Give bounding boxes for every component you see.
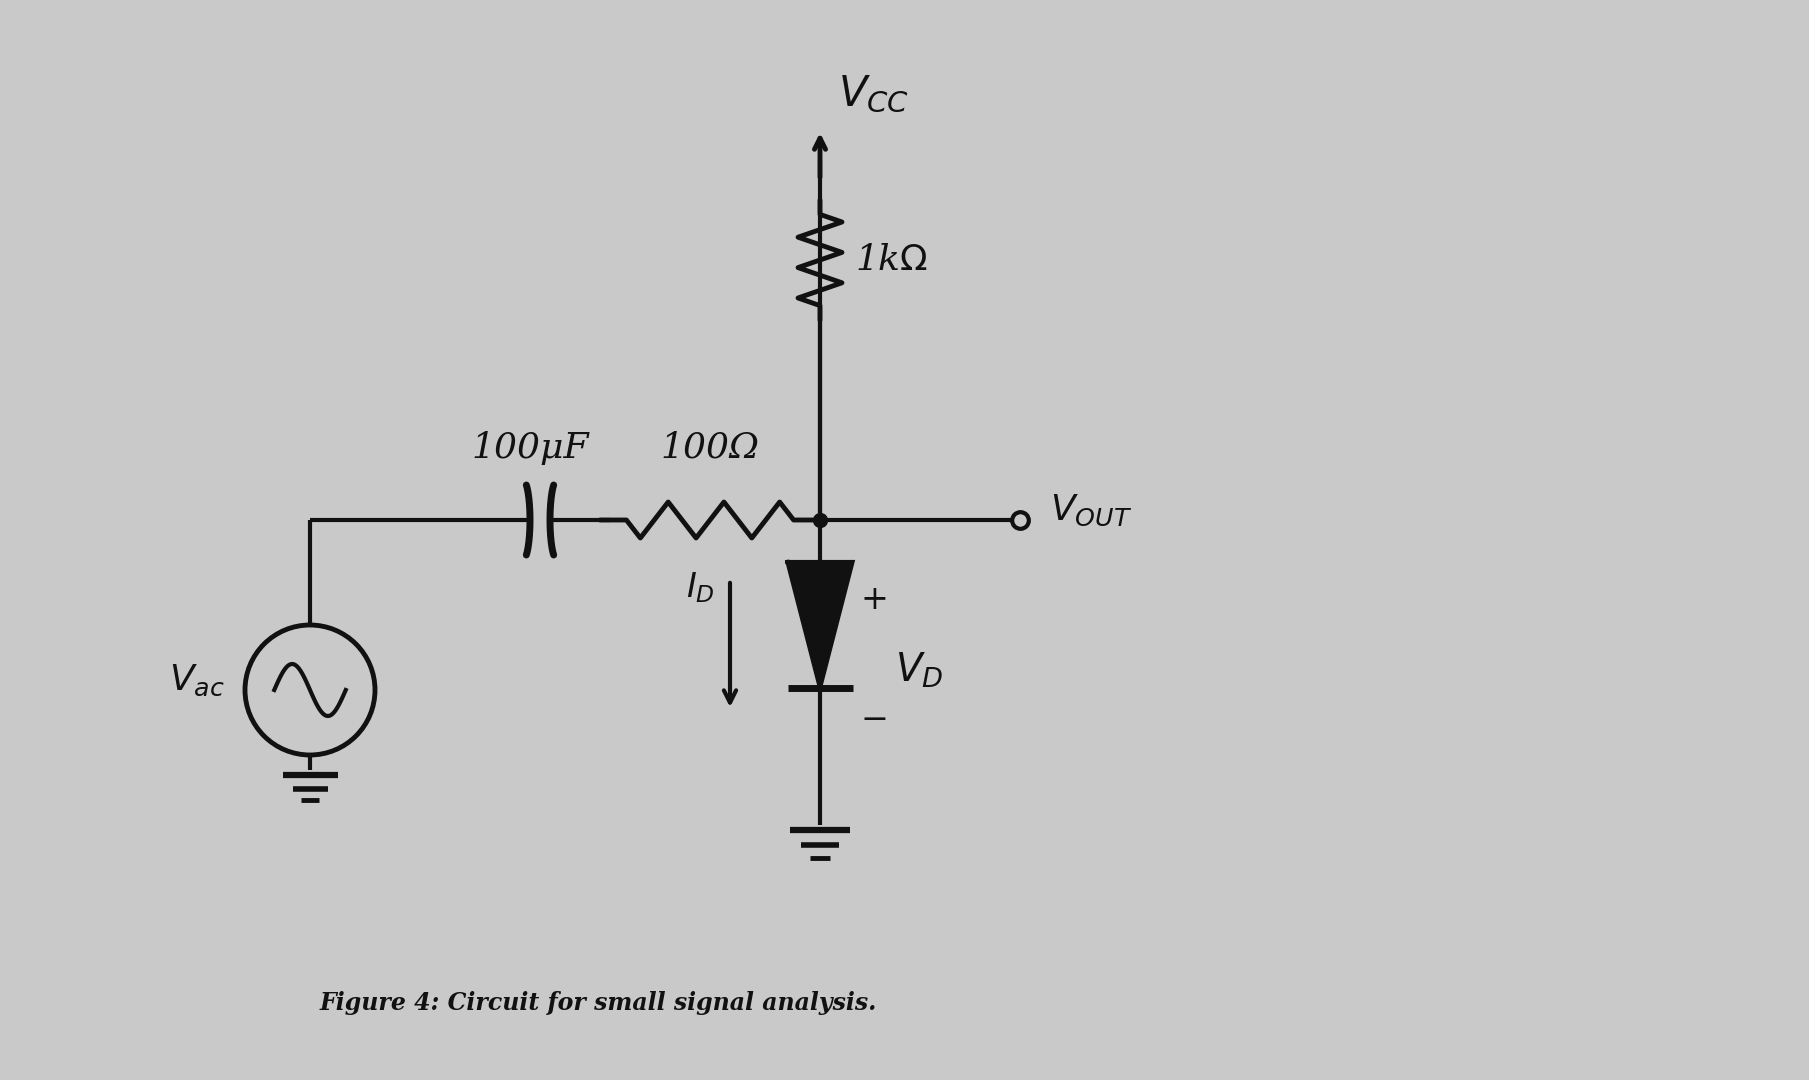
Text: +: + [859,584,888,616]
Text: −: − [859,704,888,735]
Text: $V_{ac}$: $V_{ac}$ [170,662,224,698]
Text: 100μF: 100μF [470,431,588,465]
Text: 1k$\Omega$: 1k$\Omega$ [856,243,928,276]
Text: $V_{OUT}$: $V_{OUT}$ [1049,492,1132,528]
Text: $I_D$: $I_D$ [686,570,715,605]
Text: $V_{CC}$: $V_{CC}$ [838,73,910,114]
Text: 100Ω: 100Ω [660,431,760,465]
Text: $V_D$: $V_D$ [895,650,942,690]
Text: Figure 4: Circuit for small signal analysis.: Figure 4: Circuit for small signal analy… [320,991,877,1015]
Polygon shape [787,562,852,688]
